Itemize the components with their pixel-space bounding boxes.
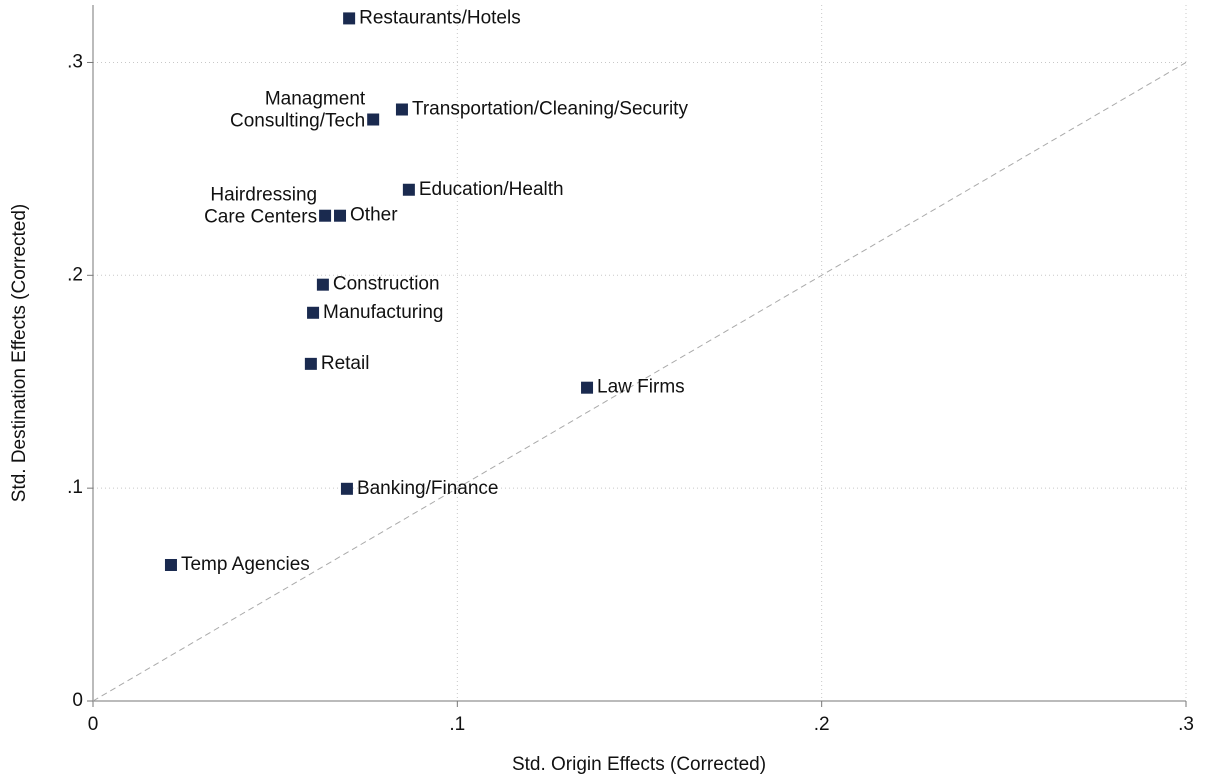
marker: [334, 209, 347, 222]
x-axis-label: Std. Origin Effects (Corrected): [512, 754, 766, 775]
point-label: Consulting/Tech: [230, 111, 365, 132]
point-label: Education/Health: [419, 179, 564, 200]
marker: [343, 12, 356, 25]
x-tick-label: .1: [449, 714, 465, 735]
marker: [316, 278, 329, 291]
x-tick-label: .3: [1178, 714, 1194, 735]
point-label: Construction: [333, 274, 440, 295]
y-axis-label: Std. Destination Effects (Corrected): [9, 204, 30, 503]
diagonal-line: [92, 62, 1187, 702]
marker: [164, 558, 177, 571]
y-tick-label: .3: [67, 51, 83, 72]
point-label: Law Firms: [597, 377, 685, 398]
marker: [307, 306, 320, 319]
marker: [304, 357, 317, 370]
marker: [402, 183, 415, 196]
point-label: Transportation/Cleaning/Security: [412, 99, 688, 120]
point-label: Banking/Finance: [357, 478, 499, 499]
marker: [319, 209, 332, 222]
marker: [581, 381, 594, 394]
point-label: Temp Agencies: [181, 554, 310, 575]
marker: [395, 103, 408, 116]
point-label: Hairdressing: [210, 185, 317, 206]
point-label: Managment: [265, 89, 366, 110]
marker: [367, 113, 380, 126]
point-label: Manufacturing: [323, 302, 443, 323]
x-tick-label: 0: [88, 714, 99, 735]
point-label: Care Centers: [204, 207, 317, 228]
y-tick-label: .1: [67, 477, 83, 498]
y-tick-label: .2: [67, 264, 83, 285]
point-label: Retail: [321, 353, 370, 374]
marker: [340, 482, 353, 495]
y-tick-label: 0: [72, 690, 83, 711]
point-label: Other: [350, 205, 398, 226]
point-label: Restaurants/Hotels: [359, 7, 521, 28]
x-tick-label: .2: [814, 714, 830, 735]
